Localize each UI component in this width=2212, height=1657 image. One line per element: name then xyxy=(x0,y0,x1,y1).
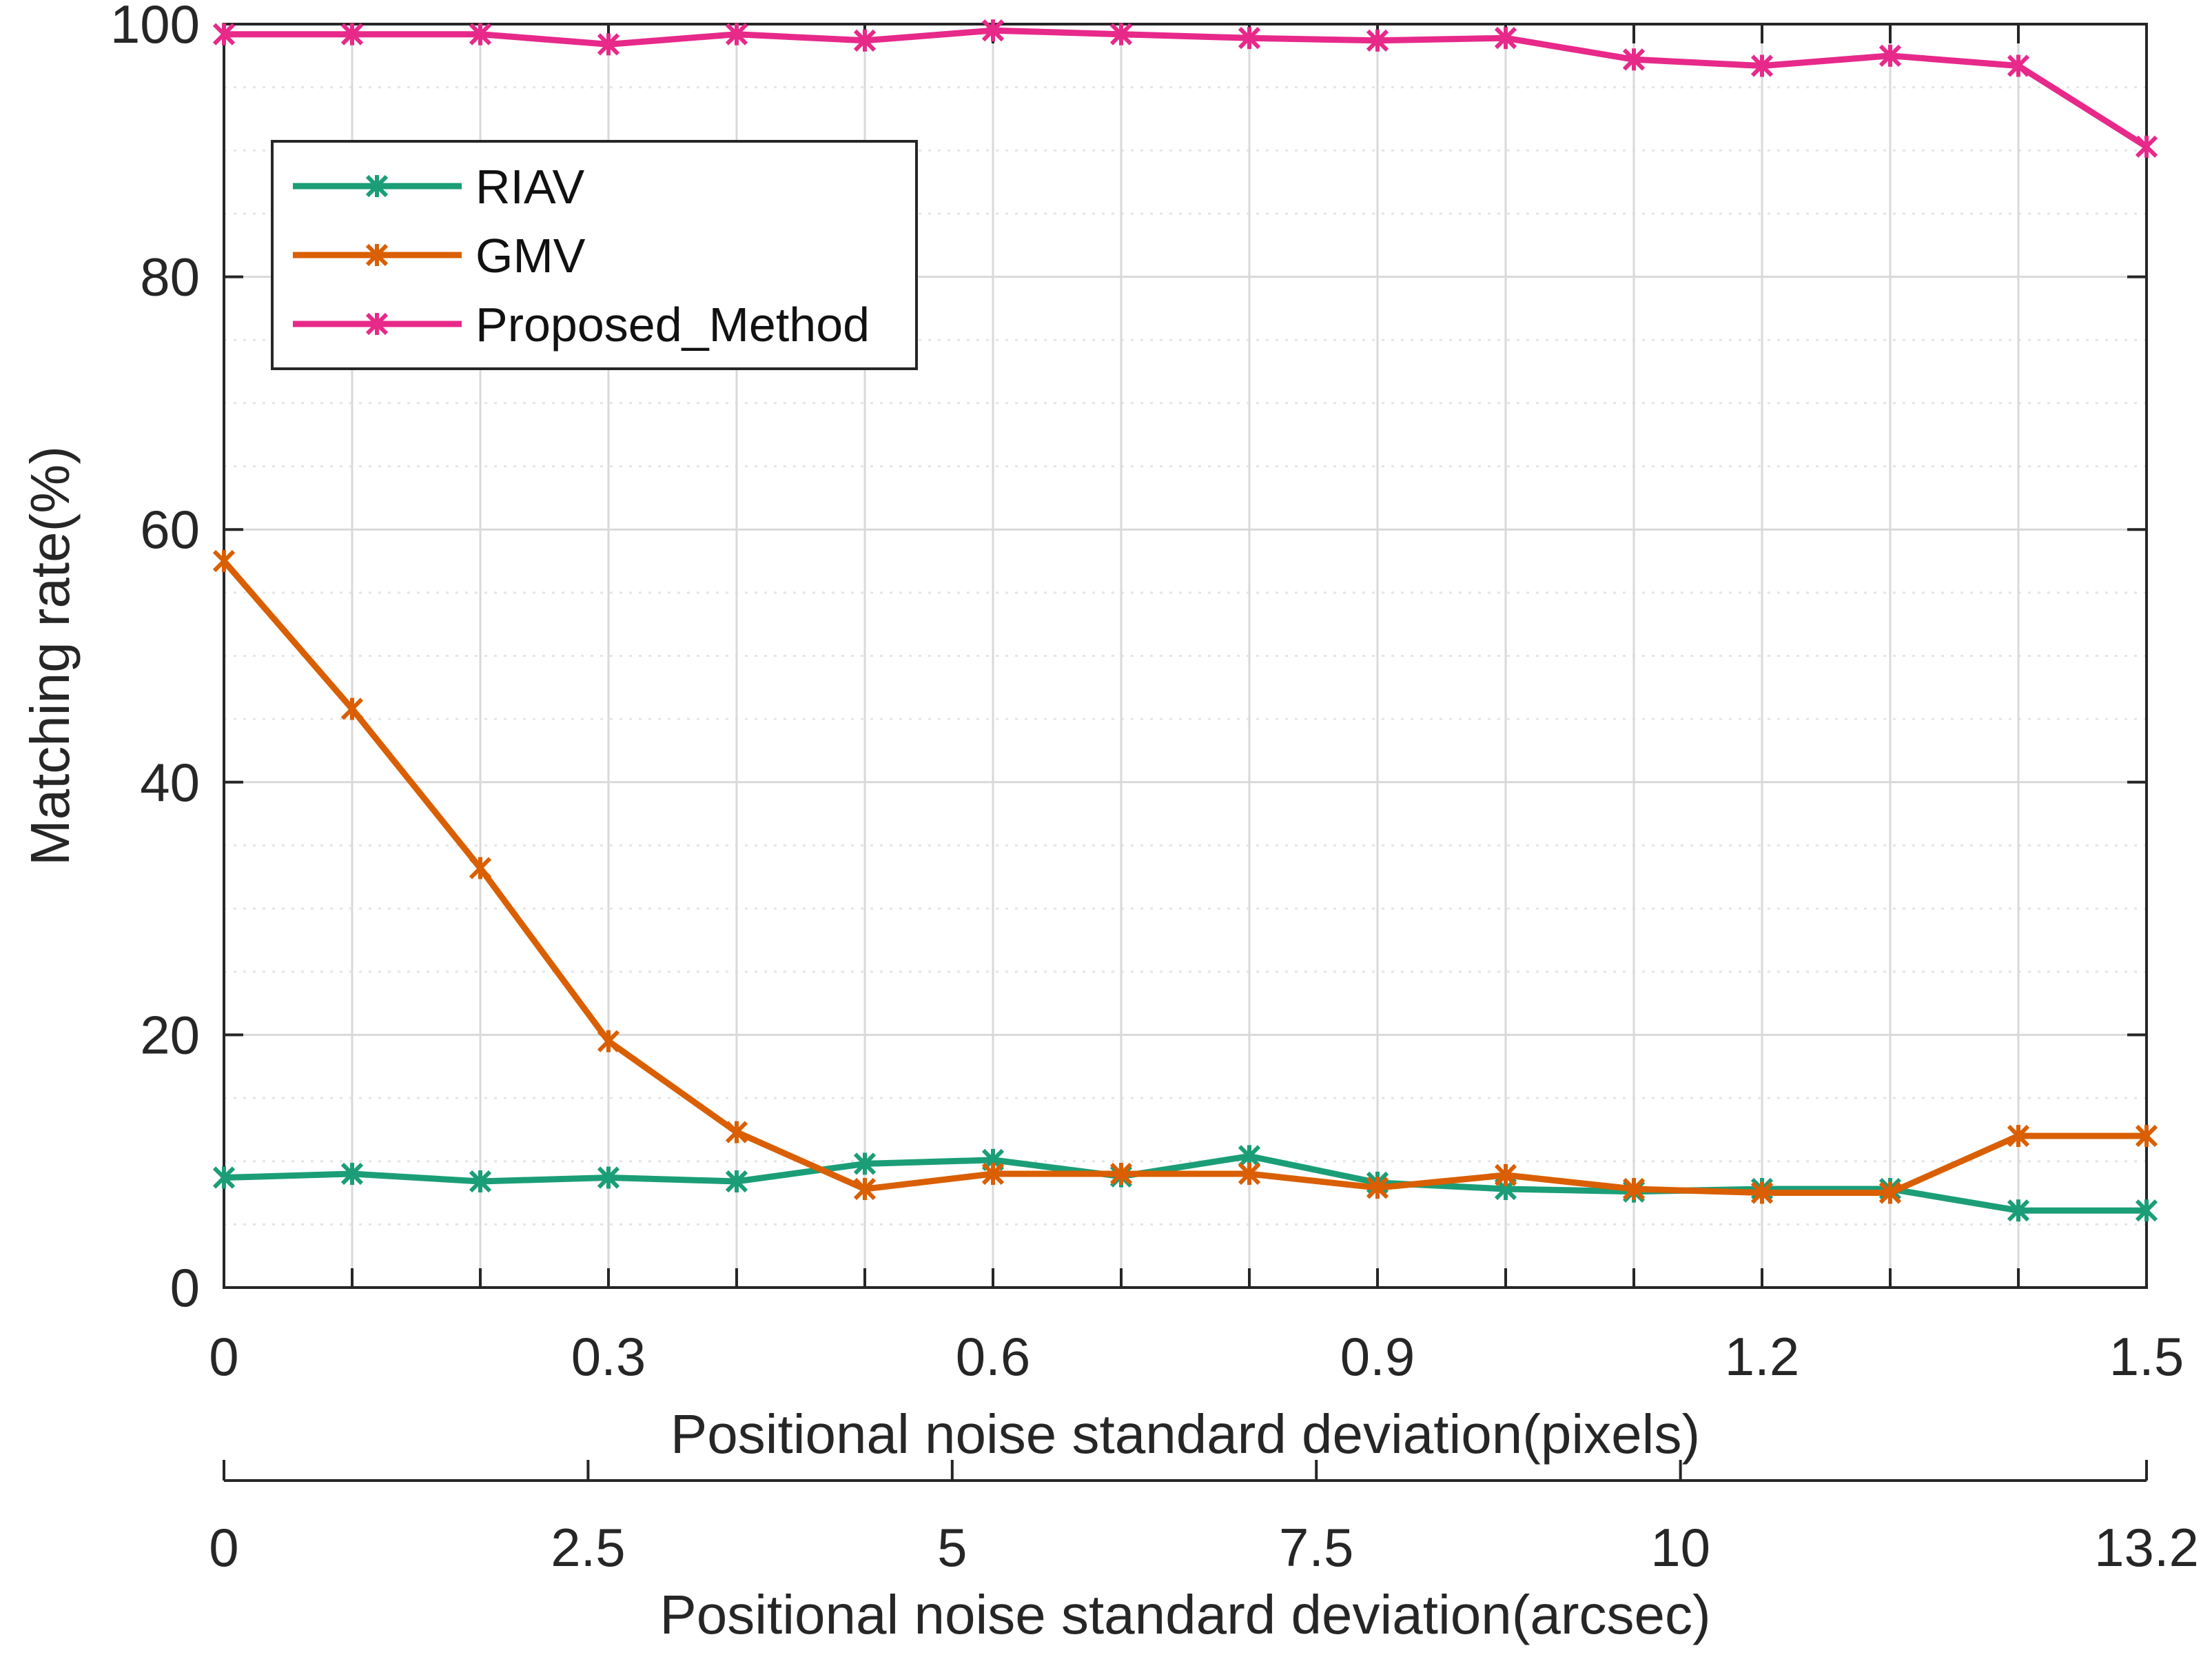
data-point-riav xyxy=(469,1170,492,1193)
data-point-proposed-method xyxy=(469,23,492,45)
x-axis-title: Positional noise standard deviation(pixe… xyxy=(670,1403,1700,1465)
legend-marker-proposed-method xyxy=(365,312,389,336)
data-point-proposed-method xyxy=(1494,27,1517,50)
data-point-gmv xyxy=(2135,1124,2158,1148)
axes-box xyxy=(223,23,2148,1289)
series-line-proposed-method xyxy=(221,27,2150,150)
data-point-proposed-method xyxy=(1238,27,1261,50)
data-point-riav xyxy=(853,1152,877,1175)
data-point-gmv xyxy=(597,1030,620,1053)
data-point-gmv xyxy=(725,1121,748,1143)
secondary-x-tick-label: 5 xyxy=(937,1517,967,1578)
data-point-proposed-method xyxy=(2007,54,2030,77)
data-point-gmv xyxy=(2007,1124,2030,1148)
data-point-gmv xyxy=(1366,1177,1389,1199)
data-point-proposed-method xyxy=(725,23,748,45)
x-tick-label: 0 xyxy=(209,1326,238,1387)
y-tick-label: 40 xyxy=(140,752,200,813)
data-point-gmv xyxy=(212,549,236,573)
series-proposed-method xyxy=(212,19,2158,158)
x-tick-label: 0.9 xyxy=(1340,1326,1415,1387)
data-point-gmv xyxy=(1750,1181,1774,1204)
y-tick-label: 60 xyxy=(140,499,200,560)
y-axis-title: Matching rate(%) xyxy=(19,446,81,866)
x-tick-label: 1.2 xyxy=(1725,1326,1799,1387)
data-point-riav xyxy=(597,1166,620,1189)
series-gmv xyxy=(212,549,2158,1204)
x-tick-label: 1.5 xyxy=(2109,1326,2184,1387)
y-tick-label: 20 xyxy=(140,1004,200,1065)
data-point-gmv xyxy=(853,1177,877,1201)
data-point-gmv xyxy=(1494,1163,1517,1186)
y-tick-label: 80 xyxy=(140,247,200,307)
legend-marker-gmv xyxy=(365,243,389,267)
data-point-riav xyxy=(212,1166,236,1189)
data-point-proposed-method xyxy=(853,29,877,52)
data-point-proposed-method xyxy=(597,33,620,56)
secondary-x-tick-label: 10 xyxy=(1650,1517,1710,1578)
data-point-proposed-method xyxy=(1878,44,1902,67)
data-point-gmv xyxy=(1109,1162,1133,1186)
data-point-gmv xyxy=(1238,1162,1261,1186)
y-tick-label: 100 xyxy=(110,0,200,54)
data-point-proposed-method xyxy=(2135,135,2158,158)
series-line-gmv xyxy=(221,558,2150,1196)
data-point-proposed-method xyxy=(1622,48,1646,71)
secondary-x-tick-label: 2.5 xyxy=(551,1517,625,1578)
secondary-x-axis-title: Positional noise standard deviation(arcs… xyxy=(659,1584,1710,1645)
data-point-riav xyxy=(2135,1199,2158,1222)
legend: RIAV GMV Proposed_Method xyxy=(271,140,918,370)
data-point-gmv xyxy=(1878,1181,1902,1204)
secondary-x-axis xyxy=(223,1460,2148,1482)
data-point-proposed-method xyxy=(1366,29,1389,52)
data-point-proposed-method xyxy=(981,19,1005,42)
x-tick-label: 0.3 xyxy=(571,1326,646,1387)
y-tick-label: 0 xyxy=(170,1257,200,1318)
data-point-proposed-method xyxy=(1109,23,1133,45)
legend-label-proposed-method: Proposed_Method xyxy=(475,298,870,352)
data-point-proposed-method xyxy=(1750,54,1774,77)
data-point-gmv xyxy=(340,698,364,720)
data-point-gmv xyxy=(1622,1177,1646,1201)
data-point-gmv xyxy=(469,857,492,880)
x-tick-label: 0.6 xyxy=(956,1326,1030,1387)
data-point-riav xyxy=(725,1170,748,1193)
secondary-x-tick-label: 13.2 xyxy=(2094,1517,2199,1578)
data-point-gmv xyxy=(981,1162,1005,1186)
legend-label-gmv: GMV xyxy=(475,229,586,283)
secondary-x-tick-label: 7.5 xyxy=(1279,1517,1353,1578)
data-point-proposed-method xyxy=(212,23,236,45)
data-point-proposed-method xyxy=(340,23,364,45)
data-point-riav xyxy=(2007,1199,2030,1222)
secondary-x-tick-label: 0 xyxy=(209,1517,238,1578)
series-line-riav xyxy=(221,1152,2150,1214)
legend-label-riav: RIAV xyxy=(475,160,584,214)
data-point-riav xyxy=(340,1162,364,1186)
legend-marker-riav xyxy=(365,174,389,198)
